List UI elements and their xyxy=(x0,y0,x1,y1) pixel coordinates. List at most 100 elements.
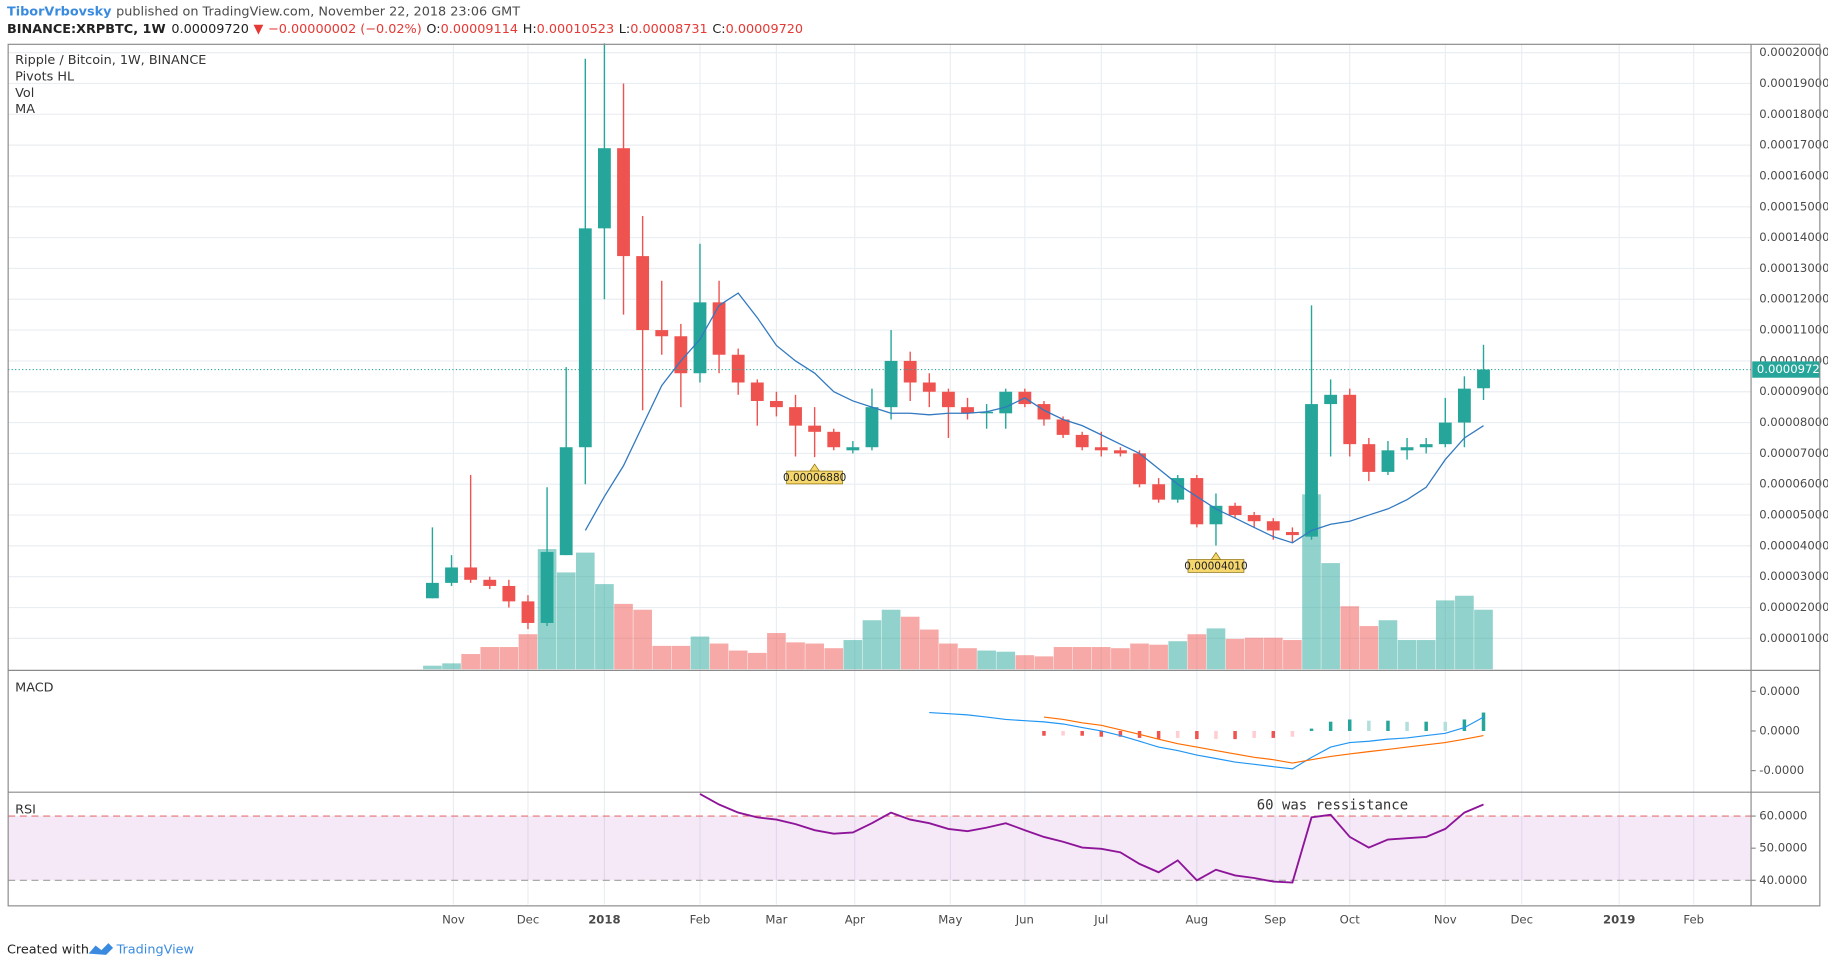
volume-bar xyxy=(595,584,614,670)
ohlc-value: 0.00010523 xyxy=(537,22,614,37)
last-price-label: 0.00009720 xyxy=(1757,362,1827,376)
x-tick-label: Feb xyxy=(1683,912,1704,926)
macd-histogram-bar xyxy=(1042,730,1046,736)
candle-body xyxy=(1400,447,1414,451)
candle-body xyxy=(961,407,974,414)
x-tick-label: Jul xyxy=(1093,912,1108,926)
signal-line xyxy=(1043,716,1484,764)
candle-body xyxy=(1094,447,1108,451)
candle-body xyxy=(827,431,841,448)
macd-histogram-bar xyxy=(1271,730,1276,738)
volume-bar xyxy=(1187,634,1207,670)
volume-bar xyxy=(728,650,748,670)
volume-bar xyxy=(958,648,977,670)
volume-bar xyxy=(862,620,882,670)
frame xyxy=(7,43,1821,907)
volume-bar xyxy=(824,648,844,670)
candle-body xyxy=(1266,521,1280,531)
candle-body xyxy=(693,302,707,374)
candle-body xyxy=(1190,478,1204,525)
y-tick-label: 0.00012000 xyxy=(1759,292,1828,306)
candle-body xyxy=(999,391,1013,414)
quote-line: BINANCE:XRPBTC, 1W 0.00009720 ▼ −0.00000002… xyxy=(7,22,803,37)
pivot-box xyxy=(1187,559,1245,573)
volume-bar xyxy=(919,629,939,670)
volume-bar xyxy=(1263,637,1283,670)
x-tick-label: Nov xyxy=(442,912,465,926)
candle-body xyxy=(445,567,458,583)
volume-bar xyxy=(747,652,767,670)
ohlc-value: 0.00009720 xyxy=(726,22,803,37)
volume-bar xyxy=(671,645,691,670)
macd-histogram-bar xyxy=(1481,712,1486,731)
y-tick-label: 0.00005000 xyxy=(1759,508,1828,522)
last: 0.00009720 xyxy=(171,22,248,37)
candle-body xyxy=(1056,419,1070,435)
macd-line xyxy=(929,711,1484,770)
volume-bar xyxy=(996,651,1016,670)
y-tick-label: 0.00019000 xyxy=(1759,76,1828,90)
y-tick-label: 40.0000 xyxy=(1759,873,1807,887)
x-tick-label: Mar xyxy=(765,912,787,926)
candle-body xyxy=(922,382,936,392)
macd-histogram-bar xyxy=(1309,728,1314,731)
volume-bar xyxy=(767,633,786,670)
candle-body xyxy=(903,360,917,383)
macd-histogram-bar xyxy=(1252,730,1256,738)
candle-body xyxy=(483,579,497,586)
y-tick-label: 0.00018000 xyxy=(1759,107,1828,121)
candle-body xyxy=(1381,450,1395,472)
candle-body xyxy=(941,391,955,408)
volume-bar xyxy=(652,645,672,670)
volume-bar xyxy=(1244,637,1264,670)
y-tick-label: 50.0000 xyxy=(1759,841,1807,855)
candle-body xyxy=(750,382,764,401)
created-with: Created with xyxy=(7,943,89,958)
x-tick-label: Feb xyxy=(690,912,711,926)
x-tick-label: May xyxy=(938,912,962,926)
macd-histogram-bar xyxy=(1175,730,1180,738)
x-tick-label: 2019 xyxy=(1603,912,1635,926)
author[interactable]: TiborVrbovsky xyxy=(7,4,112,19)
volume-bar xyxy=(1416,640,1436,670)
volume-bar xyxy=(423,665,442,670)
pane-title: MACD xyxy=(15,680,54,695)
macd-histogram-bar xyxy=(1118,730,1123,737)
x-tick-label: Aug xyxy=(1185,912,1208,926)
volume-bar xyxy=(614,603,633,670)
y-tick-label: -0.0000 xyxy=(1759,763,1804,777)
published: published on TradingView.com, November 2… xyxy=(116,4,520,19)
candle-body xyxy=(617,148,630,257)
volume-bar xyxy=(480,647,500,670)
volume-bar xyxy=(556,572,576,670)
volume-bar xyxy=(1435,600,1455,670)
rsi-band xyxy=(8,816,1752,881)
y-tick-label: 0.00009000 xyxy=(1759,384,1828,398)
candle-body xyxy=(598,148,611,229)
volume-bar xyxy=(786,642,805,670)
volume-bar xyxy=(977,650,996,670)
candle-body xyxy=(636,256,650,331)
macd-histogram-bar xyxy=(1233,730,1237,740)
plot-area: Nov Dec 2018 Feb Mar Apr May Jun Jul Aug Sep Oct Nov… xyxy=(8,43,1828,926)
candle-body xyxy=(502,585,516,602)
candle-body xyxy=(1247,515,1261,522)
y-tick-label: 0.00015000 xyxy=(1759,199,1828,213)
brand[interactable]: TradingView xyxy=(116,943,194,958)
volume-bar xyxy=(1283,640,1302,670)
x-tick-label: Apr xyxy=(845,912,865,926)
y-tick-label: 0.00020000 xyxy=(1759,45,1828,59)
volume-bar xyxy=(461,654,480,670)
candle-body xyxy=(1477,369,1490,389)
macd-histogram-bar xyxy=(1367,720,1371,731)
volume-bar xyxy=(1397,640,1417,670)
y-tick-label: 0.00011000 xyxy=(1759,323,1828,337)
y-tick-label: 0.0000 xyxy=(1759,684,1800,698)
annotation: 60 was ressistance xyxy=(1257,798,1408,814)
candle-body xyxy=(1075,434,1089,448)
volume-bar xyxy=(518,634,538,670)
volume-bar xyxy=(1455,595,1474,670)
y-tick-label: 0.00007000 xyxy=(1759,446,1828,460)
volume-bar xyxy=(499,647,519,670)
y-tick-label: 0.00017000 xyxy=(1759,138,1828,152)
